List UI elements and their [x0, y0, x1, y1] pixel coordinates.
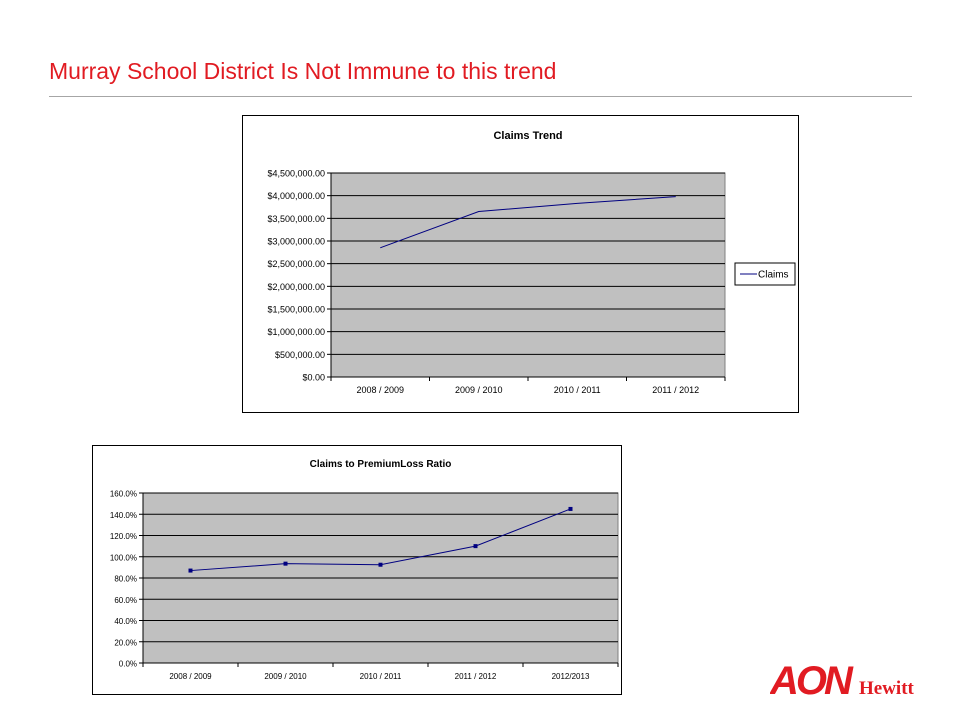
loss-ratio-chart: Claims to PremiumLoss Ratio 0.0% 20.0% 40.0…	[92, 445, 622, 695]
logo-sub-text: Hewitt	[859, 678, 915, 699]
x-tick-label: 2009 / 2010	[264, 672, 307, 681]
y-tick-label: $4,000,000.00	[267, 191, 325, 201]
y-tick-label: 60.0%	[114, 596, 137, 605]
plot-area	[330, 172, 726, 378]
y-tick-label: 0.0%	[119, 660, 137, 669]
y-tick-label: 100.0%	[110, 553, 137, 562]
y-tick-label: $500,000.00	[275, 350, 325, 360]
y-tick-label: 20.0%	[114, 638, 137, 647]
y-tick-label: $1,500,000.00	[267, 305, 325, 315]
series-line	[380, 196, 676, 249]
title-divider	[49, 96, 912, 97]
legend-box	[734, 262, 796, 286]
page-title: Murray School District Is Not Immune to …	[49, 58, 557, 84]
data-point	[378, 562, 383, 567]
y-tick-label: $4,500,000.00	[267, 169, 325, 179]
logo-main-text: AON	[770, 659, 854, 699]
claims-trend-chart-svg: Claims Trend $0.00 $500,000.00 $1,000,000.0…	[267, 130, 796, 395]
y-tick-label: 140.0%	[110, 511, 137, 520]
y-tick-label: $2,500,000.00	[267, 259, 325, 269]
data-point	[473, 544, 478, 549]
x-tick-label: 2011 / 2012	[652, 385, 699, 395]
data-point	[283, 561, 288, 566]
y-tick-label: $3,000,000.00	[267, 237, 325, 247]
x-tick-label: 2010 / 2011	[360, 672, 402, 681]
x-tick-label: 2008 / 2009	[169, 672, 212, 681]
y-tick-label: 120.0%	[110, 532, 137, 541]
legend-label: Claims	[758, 270, 789, 281]
x-tick-label: 2009 / 2010	[455, 385, 503, 395]
y-tick-label: 160.0%	[110, 490, 137, 499]
y-tick-label: $0.00	[302, 373, 325, 383]
x-tick-label: 2011 / 2012	[455, 672, 497, 681]
chart-title: Claims to PremiumLoss Ratio	[310, 459, 452, 470]
x-tick-label: 2010 / 2011	[554, 385, 601, 395]
data-point	[568, 506, 573, 511]
y-tick-label: 40.0%	[114, 617, 137, 626]
y-tick-label: $3,500,000.00	[267, 214, 325, 224]
aon-hewitt-logo-svg: AON Hewitt	[769, 659, 915, 703]
y-tick-label: 80.0%	[114, 575, 137, 584]
chart-title: Claims Trend	[493, 130, 562, 142]
y-tick-label: $1,000,000.00	[267, 327, 325, 337]
data-point	[188, 568, 193, 573]
x-tick-label: 2012/2013	[552, 672, 590, 681]
y-tick-label: $2,000,000.00	[267, 282, 325, 292]
loss-ratio-chart-svg: Claims to PremiumLoss Ratio 0.0% 20.0% 40.0…	[110, 459, 619, 681]
claims-trend-chart: Claims Trend $0.00 $500,000.00 $1,000,000.0…	[242, 115, 799, 413]
x-tick-label: 2008 / 2009	[356, 385, 404, 395]
aon-hewitt-logo: AON Hewitt	[769, 657, 915, 703]
